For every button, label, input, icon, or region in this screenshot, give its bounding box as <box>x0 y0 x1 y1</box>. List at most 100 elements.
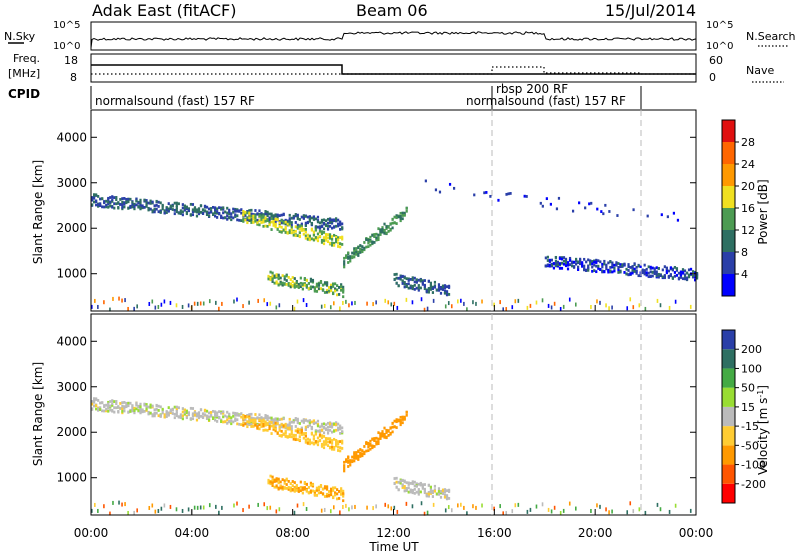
power-cell <box>280 230 283 234</box>
velocity-cell <box>439 489 443 493</box>
velocity-colorbar-tick-label: 200 <box>741 343 762 356</box>
velocity-cell <box>419 490 422 494</box>
velocity-cell <box>197 416 201 420</box>
power-cell <box>236 209 239 213</box>
power-cell <box>283 282 286 286</box>
power-cell <box>238 209 241 213</box>
power-cell <box>623 271 626 274</box>
velocity-cell <box>153 408 156 412</box>
power-cell <box>340 288 343 292</box>
velocity-cell <box>248 413 251 416</box>
power-cell <box>328 224 332 228</box>
velocity-cell <box>427 491 430 494</box>
velocity-cell <box>119 402 122 405</box>
power-cell <box>691 274 695 277</box>
power-cell <box>607 270 610 274</box>
power-cell <box>600 210 603 213</box>
nave-tick-bottom: 0 <box>709 71 716 84</box>
velocity-cell <box>270 432 273 435</box>
power-cell <box>575 262 578 266</box>
power-cell <box>133 202 136 206</box>
velocity-cell <box>269 482 272 486</box>
power-cell <box>216 207 219 211</box>
power-cell <box>292 216 295 220</box>
velocity-cell <box>443 488 447 491</box>
velocity-cell <box>153 411 156 415</box>
power-cell <box>149 201 152 205</box>
power-cell <box>419 279 422 283</box>
velocity-cell <box>403 480 406 484</box>
velocity-cell <box>133 411 136 415</box>
power-cell <box>651 270 654 274</box>
velocity-cell <box>125 404 128 408</box>
power-cell <box>304 215 307 218</box>
velocity-cell <box>447 488 451 492</box>
velocity-cell <box>659 507 662 512</box>
velocity-cell <box>250 416 253 420</box>
power-cell <box>131 201 134 204</box>
power-cell <box>369 239 372 243</box>
velocity-cell <box>296 419 299 423</box>
power-cell <box>427 290 430 294</box>
velocity-cell <box>298 428 301 432</box>
power-cell <box>546 255 549 259</box>
velocity-cell <box>292 437 295 441</box>
velocity-cell <box>185 409 188 413</box>
power-cell <box>97 304 99 309</box>
power-cell <box>197 208 201 212</box>
power-cell <box>607 261 610 265</box>
power-cell <box>171 204 174 208</box>
power-cell <box>421 282 424 286</box>
power-cell <box>647 275 650 279</box>
velocity-cell <box>349 460 352 464</box>
power-cell <box>314 236 318 239</box>
power-cell <box>308 234 311 238</box>
velocity-cell <box>289 482 292 485</box>
velocity-cell <box>181 407 184 410</box>
velocity-cell <box>269 505 272 510</box>
power-cell <box>674 299 677 304</box>
velocity-cell <box>169 504 172 509</box>
velocity-cell <box>391 425 394 429</box>
power-cell <box>415 286 418 290</box>
power-cell <box>218 306 220 311</box>
velocity-cell <box>575 506 577 511</box>
velocity-cell <box>325 485 329 489</box>
power-cell <box>113 202 116 206</box>
velocity-cell <box>242 424 245 427</box>
power-cell <box>91 198 94 202</box>
power-cell <box>371 241 374 245</box>
power-cell <box>653 267 656 271</box>
power-cell <box>546 259 549 262</box>
power-cell <box>472 300 474 305</box>
power-cell <box>276 228 279 231</box>
power-cell <box>660 213 663 217</box>
power-cell <box>564 261 568 265</box>
power-cell <box>560 261 564 265</box>
velocity-cell <box>312 419 316 423</box>
velocity-cell <box>214 414 217 418</box>
power-cell <box>433 284 437 288</box>
velocity-cell <box>115 406 118 410</box>
velocity-cell <box>157 414 160 418</box>
power-cell <box>315 289 319 293</box>
velocity-cell <box>283 479 286 483</box>
velocity-cell <box>314 430 318 434</box>
power-cell <box>324 234 328 238</box>
velocity-cell <box>214 410 217 414</box>
power-cell <box>103 205 106 209</box>
velocity-cell <box>329 493 333 497</box>
velocity-cell <box>97 508 99 513</box>
velocity-cell <box>133 409 136 412</box>
velocity-cell <box>91 400 94 403</box>
velocity-cell <box>415 484 418 488</box>
power-cell <box>209 210 213 214</box>
velocity-colorbar-swatch <box>722 406 735 427</box>
power-cell <box>439 287 443 291</box>
velocity-cell <box>349 459 352 462</box>
power-cell <box>593 263 596 267</box>
velocity-cell <box>286 423 289 427</box>
power-cell <box>635 269 638 273</box>
power-cell <box>383 230 386 234</box>
power-cell <box>268 219 271 222</box>
